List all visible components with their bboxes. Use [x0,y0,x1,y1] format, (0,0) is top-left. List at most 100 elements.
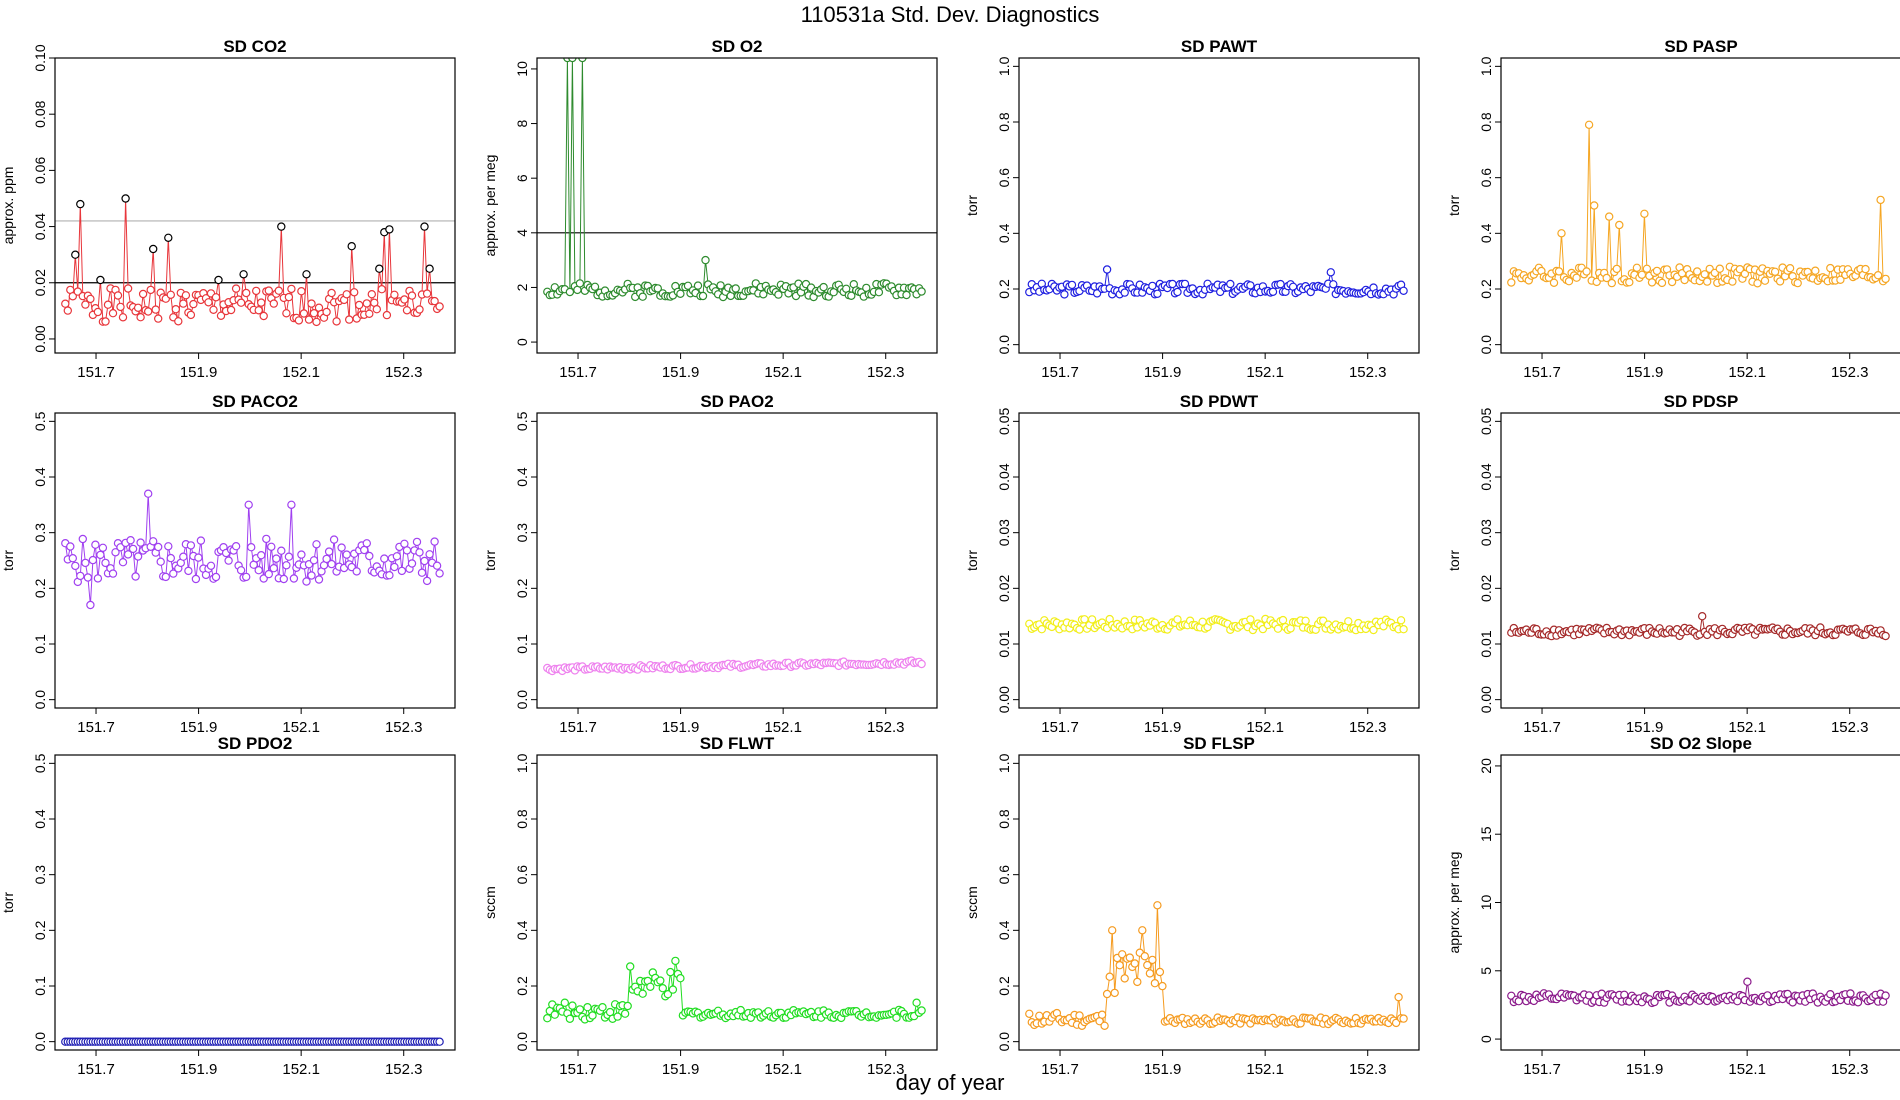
data-point [435,1037,444,1046]
y-tick-label: 10 [1478,895,1494,911]
data-point [86,600,95,610]
y-tick-label: 0.2 [32,578,48,598]
data-point [620,1009,630,1018]
y-tick-label: 0.04 [32,213,48,240]
data-point [156,557,165,566]
x-tick-label: 152.1 [1246,1061,1284,1078]
data-point [164,542,173,551]
data-point [415,305,424,314]
y-tick-label: 0.0 [32,1032,48,1052]
data-point [123,284,133,293]
y-tick-label: 0.0 [514,1032,530,1052]
data-point [68,554,78,563]
data-point [279,574,288,584]
data-point [257,298,266,307]
data-point [103,300,113,309]
data-point [425,264,434,273]
y-tick-label: 0.2 [32,920,48,940]
data-point [1735,265,1745,274]
data-point [1793,278,1802,288]
data-point [355,300,364,310]
plot-area [1025,614,1408,635]
y-tick-label: 0.5 [514,411,530,431]
data-point [402,306,412,315]
plot-area [1507,612,1890,641]
y-tick-label: 0 [1478,1035,1494,1043]
data-point [917,659,926,669]
data-point [148,244,158,254]
y-tick-label: 0.4 [1478,223,1494,243]
data-point [1173,287,1182,297]
data-point [287,500,296,509]
data-point [550,1010,560,1019]
data-point [272,554,281,563]
y-tick-label: 0.0 [1478,335,1494,355]
data-point [352,567,361,576]
data-point [1107,926,1117,935]
data-point [1168,279,1177,289]
data-point [267,542,276,552]
data-point [422,289,432,298]
panel-sd-flwt: SD FLWT sccm 0.0 0.2 0.4 0.6 0.8 1.0 151.7 151.9 1… [482,734,938,1078]
data-point [1140,952,1150,961]
data-point [1589,201,1599,210]
data-point [1180,279,1190,289]
data-point [61,299,70,308]
x-tick-label: 151.7 [1041,719,1079,736]
data-point [184,566,193,576]
data-point [653,284,663,293]
data-point [698,291,708,301]
data-point [372,305,381,314]
data-point [76,571,85,581]
data-point [136,538,145,547]
data-point [400,295,409,304]
x-tick-label: 151.9 [662,719,700,736]
data-point [236,566,246,575]
y-tick-label: 0.1 [32,976,48,996]
x-tick-label: 152.3 [1349,364,1387,381]
data-point [1037,625,1047,634]
data-point [254,306,263,315]
data-point [402,546,412,555]
x-tick-label: 152.1 [1728,1061,1766,1078]
data-point [312,317,321,327]
data-point [108,309,118,318]
data-point [362,539,371,548]
data-point [1329,280,1338,289]
x-tick-label: 151.7 [559,1061,597,1078]
plot-area [537,58,937,302]
y-tick-label: 0.2 [514,976,530,996]
data-point [731,284,740,293]
data-point [126,536,135,545]
data-point [297,550,306,559]
data-point [1549,278,1559,287]
data-point [1133,977,1142,987]
data-point [385,571,394,580]
data-point [1326,268,1336,277]
data-point [1369,625,1378,635]
x-tick-label: 152.3 [1349,1061,1387,1078]
y-tick-label: 10 [514,61,530,77]
panel-frame [1500,754,1900,1051]
panel-title: SD FLWT [700,734,775,753]
panel-frame [1018,754,1420,1051]
x-tick-label: 151.7 [1041,1061,1079,1078]
x-tick-label: 152.3 [867,719,905,736]
x-tick-label: 152.3 [1831,1061,1869,1078]
y-tick-label: 0.4 [996,920,1012,940]
panel-frame [536,57,938,354]
data-point [1399,286,1408,295]
panel-frame [1500,412,1900,709]
data-point [1391,1018,1401,1028]
data-point [342,290,351,299]
data-point [143,307,153,316]
x-tick-label: 151.9 [180,719,218,736]
data-point [101,558,110,568]
panel-title: SD O2 Slope [1650,734,1752,753]
y-tick-label: 0.02 [996,574,1012,601]
data-point [274,286,283,295]
data-point [1743,977,1752,986]
data-point [236,298,246,307]
data-point [638,292,647,301]
y-axis-label: sccm [482,886,498,919]
